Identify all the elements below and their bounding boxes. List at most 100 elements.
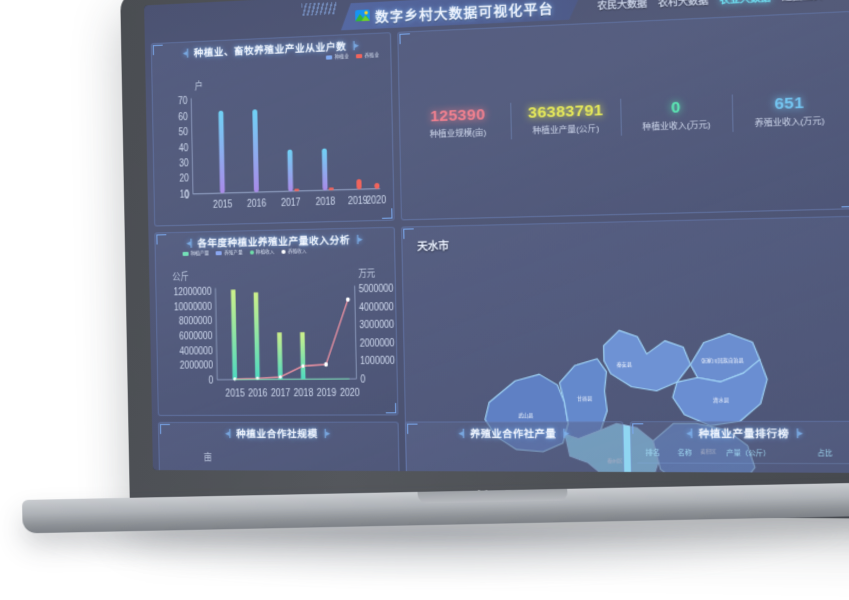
laptop-lid: 数字乡村大数据可视化平台 农民大数据 农村大数据 农业大数据 返回主页 ◂| xyxy=(120,0,849,520)
title-deco-left-icon: ◂| xyxy=(458,427,464,438)
map-label-qinan: 秦安县 xyxy=(616,361,632,369)
svg-text:1000000: 1000000 xyxy=(360,355,395,366)
map-region-wushan[interactable] xyxy=(484,374,569,452)
svg-text:12000000: 12000000 xyxy=(173,286,211,298)
svg-text:2016: 2016 xyxy=(247,198,267,210)
map-region-gangu[interactable] xyxy=(559,359,608,439)
landscape-logo-icon xyxy=(355,9,370,23)
kpi-card-breeding-income: 651 养殖业收入(万元) xyxy=(733,90,847,133)
bar-2017 xyxy=(287,149,294,192)
chart-area-employment: 种植业 养殖业 户 70 60 50 xyxy=(157,52,388,222)
kpi-label: 种植业规模(亩) xyxy=(429,128,487,140)
column-output: 产量（公斤） xyxy=(700,443,797,464)
kpi-label: 种植业产量(公斤) xyxy=(532,124,600,136)
svg-yield-income-chart: 公斤 万元 12000000 10000000 8000000 6000000 … xyxy=(172,268,395,399)
legend-label: 养殖业 xyxy=(364,52,379,58)
bar-red-2019 xyxy=(356,178,362,190)
laptop-shadow xyxy=(20,528,849,584)
column-share: 占比 xyxy=(796,443,849,464)
svg-text:2017: 2017 xyxy=(281,197,301,209)
panel-output-ranking: ◂| 种植业产量排行榜 |▸ 排名 名称 产量（公斤） 占比 xyxy=(629,421,849,474)
dashboard-body: ◂| 种植业、畜牧养殖业产业从业户数 |▸ 种植业 xyxy=(150,8,849,474)
legend-item-breeding-income: 养殖收入 xyxy=(281,248,307,255)
svg-text:30: 30 xyxy=(179,158,189,169)
title-deco-right-icon: |▸ xyxy=(795,427,802,438)
legend-label: 养殖收入 xyxy=(287,248,307,254)
svg-text:2015: 2015 xyxy=(225,388,244,399)
legend-label: 种植业 xyxy=(334,53,349,60)
kpi-label: 养殖业收入(万元) xyxy=(754,116,825,129)
screen-bezel: 数字乡村大数据可视化平台 农民大数据 农村大数据 农业大数据 返回主页 ◂| xyxy=(144,0,849,474)
legend-item-planting: 种植业 xyxy=(326,54,349,61)
header-nav: 农民大数据 农村大数据 农业大数据 返回主页 xyxy=(597,0,823,12)
line-planting-income xyxy=(235,379,350,380)
panel-title-text: 养殖业合作社产量 xyxy=(470,428,557,441)
legend-item-breeding: 养殖业 xyxy=(356,52,379,59)
nav-item-agri[interactable]: 农业大数据 xyxy=(720,0,771,6)
kpi-value: 651 xyxy=(774,93,805,114)
panel-breeding-pie: ◂| 养殖业合作社产量 |▸ xyxy=(404,421,628,474)
svg-text:2020: 2020 xyxy=(366,194,386,206)
kpi-value: 125390 xyxy=(429,105,486,126)
kpi-value: 36383791 xyxy=(527,101,604,122)
legend-swatch-icon xyxy=(326,55,333,60)
column-name: 名称 xyxy=(668,443,702,464)
kpi-card-planting-output: 36383791 种植业产量(公斤) xyxy=(511,98,622,140)
map-city-label: 天水市 xyxy=(417,241,450,254)
table-row[interactable]: 1 小麦 18948696 52.08% xyxy=(637,463,849,474)
svg-text:2019: 2019 xyxy=(348,195,368,207)
bar-red-2017 xyxy=(294,188,300,192)
share-cell: 52.08% xyxy=(796,463,849,474)
legend-label: 种植收入 xyxy=(255,249,275,255)
title-deco-right-icon: |▸ xyxy=(323,427,330,438)
line-breeding-income xyxy=(233,300,349,380)
legend-label: 养殖产量 xyxy=(224,249,243,256)
svg-text:3000000: 3000000 xyxy=(359,319,394,331)
svg-coop-scale-chart: 亩 100,000 80,000 60,000 40,000 20,000 0 xyxy=(177,451,396,474)
legend-swatch-icon xyxy=(281,249,286,255)
legend-item-planting-output: 种植产量 xyxy=(182,250,210,258)
output-cell: 18948696 xyxy=(701,463,798,474)
svg-text:2018: 2018 xyxy=(294,387,314,398)
name-cell: 小麦 xyxy=(668,463,702,474)
svg-text:70: 70 xyxy=(178,95,188,106)
nav-item-home[interactable]: 返回主页 xyxy=(782,0,824,3)
ranking-table: 排名 名称 产量（公斤） 占比 1 xyxy=(636,443,849,474)
svg-text:2019: 2019 xyxy=(317,387,337,398)
title-deco-right-icon: |▸ xyxy=(352,39,358,50)
legend-item-breeding-output: 养殖产量 xyxy=(216,250,243,257)
svg-text:0: 0 xyxy=(360,374,365,385)
panel-kpi-summary: 125390 种植业规模(亩) 36383791 种植业产量(公斤) 0 种植业… xyxy=(397,10,849,221)
legend-swatch-icon xyxy=(182,251,189,257)
svg-text:60: 60 xyxy=(178,111,188,122)
svg-text:6000000: 6000000 xyxy=(179,330,213,341)
chart-area-breeding-pie: 鸡 羊 牛 猪 xyxy=(412,441,621,473)
bar-red-2020 xyxy=(374,182,380,189)
dashboard-screen: 数字乡村大数据可视化平台 农民大数据 农村大数据 农业大数据 返回主页 ◂| xyxy=(144,0,849,474)
svg-text:50: 50 xyxy=(178,126,188,137)
legend-swatch-icon xyxy=(356,53,363,59)
dashboard-header: 数字乡村大数据可视化平台 农民大数据 农村大数据 农业大数据 返回主页 xyxy=(150,0,849,43)
nav-item-farmer[interactable]: 农民大数据 xyxy=(597,0,648,11)
bar-yield-2018 xyxy=(300,332,306,380)
bar-2018 xyxy=(321,148,328,191)
kpi-value: 0 xyxy=(670,98,681,117)
panel-title-output-ranking: ◂| 种植业产量排行榜 |▸ xyxy=(637,424,849,441)
bar-yield-2017 xyxy=(277,332,283,380)
title-deco-left-icon: ◂| xyxy=(186,237,192,248)
app-title: 数字乡村大数据可视化平台 xyxy=(374,0,554,25)
svg-text:2000000: 2000000 xyxy=(359,337,394,349)
app-title-plate: 数字乡村大数据可视化平台 xyxy=(340,0,582,30)
legend-item-planting-income: 种植收入 xyxy=(249,249,275,256)
legend-label: 种植产量 xyxy=(190,250,210,256)
table-header-row: 排名 名称 产量（公斤） 占比 xyxy=(636,443,849,464)
map-region-qinan[interactable] xyxy=(603,330,691,392)
nav-item-village[interactable]: 农村大数据 xyxy=(658,0,709,8)
kpi-label: 种植业收入(万元) xyxy=(642,120,711,133)
panel-title-text: 种植业产量排行榜 xyxy=(698,428,790,441)
map-label-qingshui: 清水县 xyxy=(713,396,729,404)
svg-text:2017: 2017 xyxy=(271,387,291,398)
panel-employment-chart: ◂| 种植业、畜牧养殖业产业从业户数 |▸ 种植业 xyxy=(150,32,395,227)
map-label-gangu: 甘谷县 xyxy=(577,395,593,402)
